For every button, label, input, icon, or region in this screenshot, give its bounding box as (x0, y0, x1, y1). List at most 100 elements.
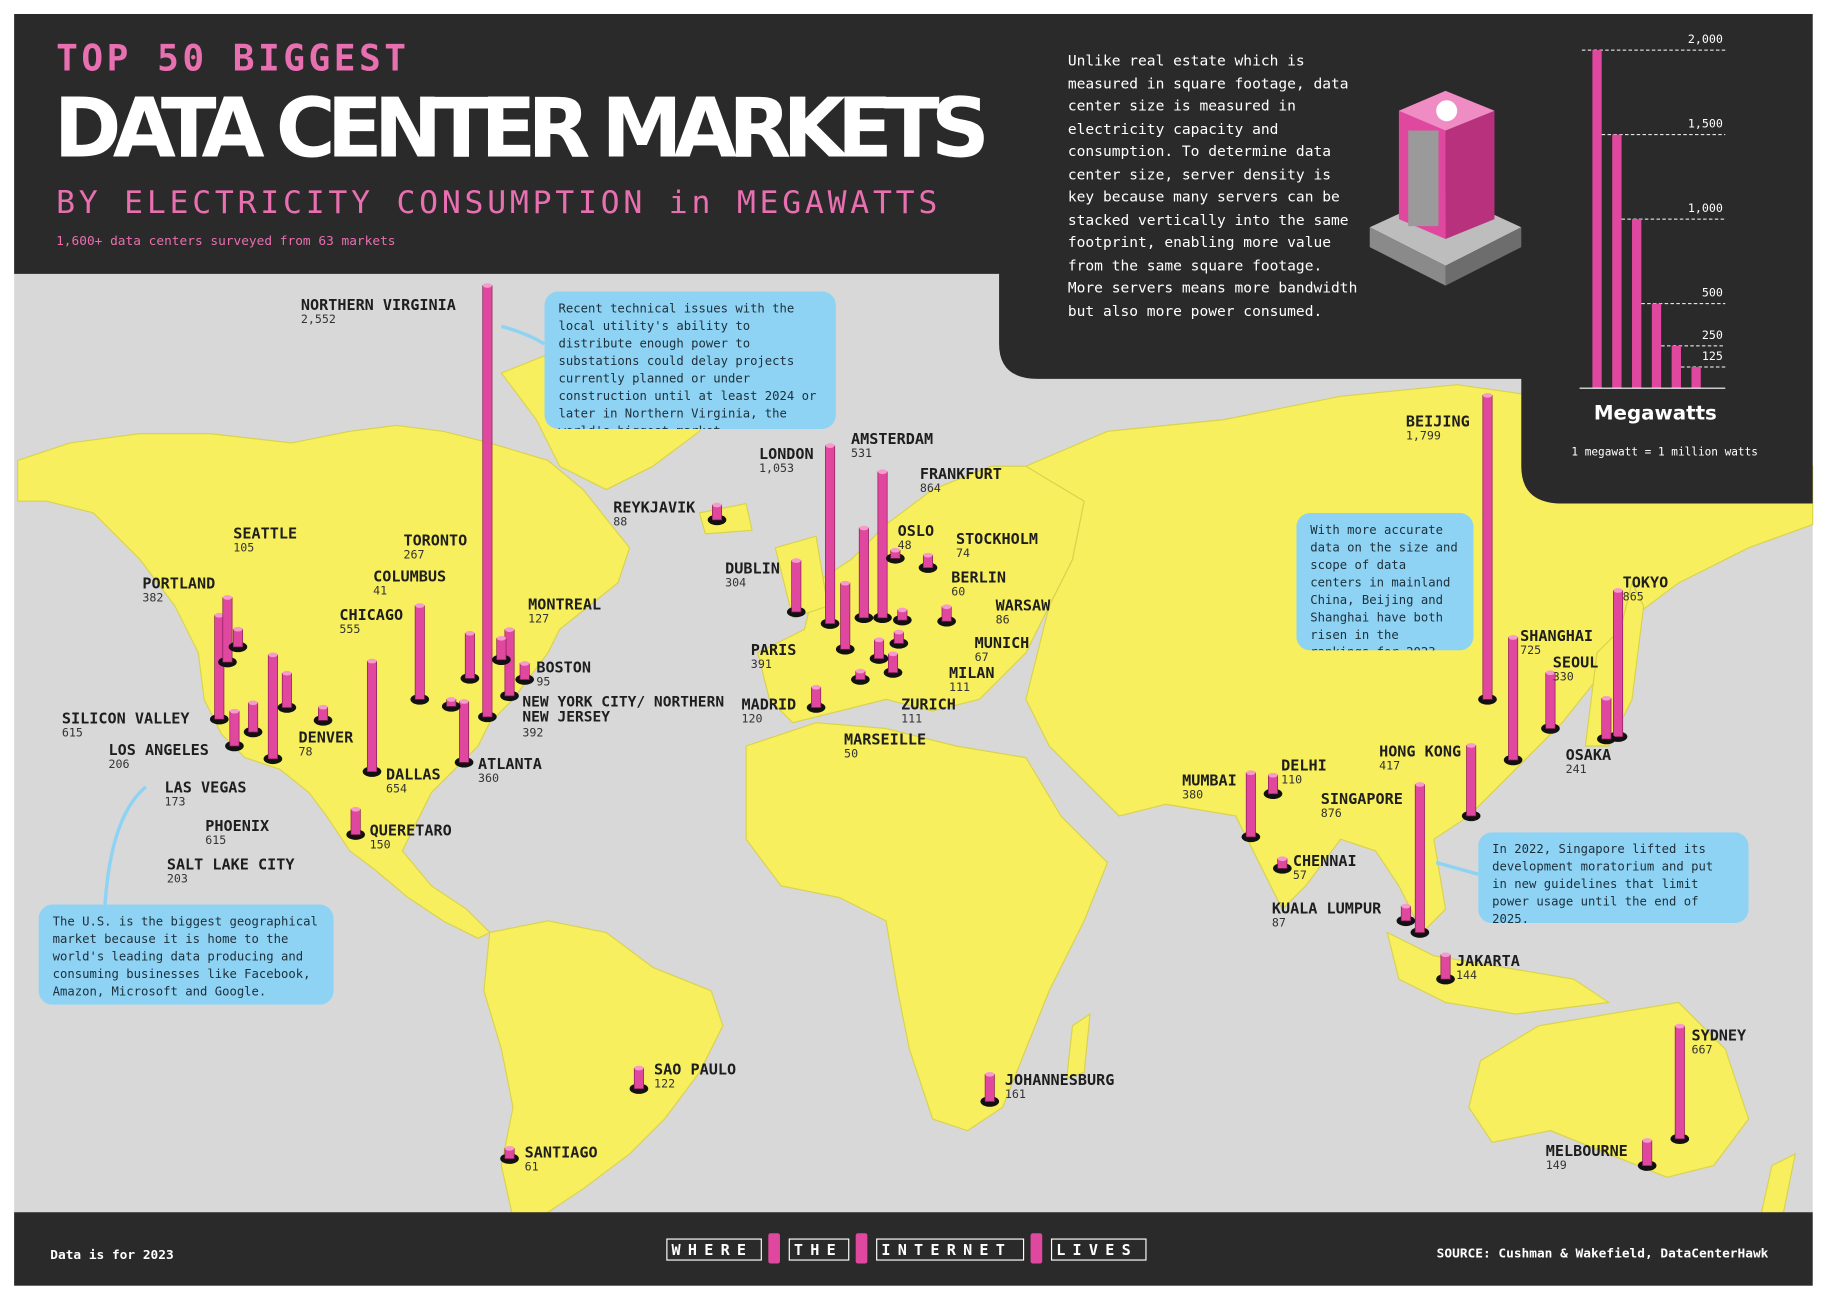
city-label: TOKYO (1623, 573, 1669, 591)
city-label: MADRID (741, 696, 796, 714)
y-tick-label: 2,000 (1688, 32, 1723, 46)
bar-top (1415, 782, 1425, 787)
annotation: With more accurate data on the size and … (1296, 512, 1474, 651)
value-label: 88 (613, 515, 627, 529)
bar-top (811, 684, 821, 690)
city-label: SAO PAULO (654, 1061, 736, 1079)
bar (840, 582, 851, 650)
bar-top (1613, 588, 1623, 593)
city-label: LOS ANGELES (109, 741, 209, 759)
y-tick-label: 1,000 (1688, 201, 1723, 215)
bar-top (825, 443, 835, 448)
bar-top (233, 626, 243, 632)
bar (414, 605, 425, 700)
bar (877, 471, 888, 619)
annotation: In 2022, Singapore lifted its developmen… (1478, 832, 1749, 924)
bar (459, 701, 470, 763)
bar-top (248, 700, 258, 706)
bar-top (520, 661, 530, 666)
value-label: 417 (1379, 758, 1400, 772)
city-label: KUALA LUMPUR (1272, 900, 1382, 918)
value-label: 864 (920, 481, 941, 495)
bar (811, 686, 822, 708)
city-label: DALLAS (386, 766, 441, 784)
city-label: SEATTLE (233, 524, 297, 542)
value-label: 122 (654, 1077, 675, 1091)
note: 1,600+ data centers surveyed from 63 mar… (56, 234, 395, 249)
bar (229, 710, 240, 747)
city-label: QUERETARO (370, 822, 452, 840)
bar-top (465, 630, 475, 636)
city-label: ATLANTA (478, 755, 542, 773)
footer-server-icon (855, 1233, 868, 1264)
value-label: 330 (1553, 670, 1574, 684)
bar (519, 663, 530, 680)
bar (791, 560, 802, 613)
bar-top (712, 502, 722, 508)
value-label: 67 (975, 650, 989, 664)
value-label: 111 (949, 680, 970, 694)
bar-top (791, 558, 801, 563)
scale-bar (1691, 367, 1701, 389)
city-label: MILAN (949, 664, 995, 682)
bar (1440, 954, 1451, 980)
bar (1482, 394, 1493, 700)
value-label: 304 (725, 575, 746, 589)
subtitle: BY ELECTRICITY CONSUMPTION in MEGAWATTS (56, 185, 940, 221)
bar-top (1440, 952, 1451, 958)
city-label: BOSTON (536, 658, 591, 676)
bar (222, 597, 233, 663)
bar-top (855, 668, 866, 674)
bar-top (941, 604, 952, 610)
scale-label: Megawatts (1594, 401, 1717, 424)
bar (1601, 697, 1612, 740)
city-label: HONG KONG (1379, 742, 1461, 760)
value-label: 144 (1456, 968, 1477, 982)
city-label: LAS VEGAS (165, 778, 247, 796)
city-label: TORONTO (403, 531, 467, 549)
bar (1642, 1140, 1653, 1166)
footer-word: INTERNET (881, 1241, 1012, 1259)
city-label: MARSEILLE (844, 731, 926, 749)
bar (1414, 784, 1425, 933)
city-label: PHOENIX (205, 817, 269, 835)
bar-top (282, 670, 292, 676)
value-label: 531 (851, 446, 872, 460)
bar-top (1246, 770, 1256, 776)
bar (633, 1067, 644, 1090)
footer-word-box (876, 1238, 1025, 1261)
value-label: 61 (525, 1159, 539, 1173)
city-label: MONTREAL (528, 595, 601, 613)
city-label: COLUMBUS (373, 567, 446, 585)
footer-word: THE (794, 1241, 843, 1259)
bar-top (222, 595, 233, 600)
bar (874, 639, 885, 659)
annotation-box: The U.S. is the biggest geographical mar… (38, 904, 334, 1005)
bar-top (890, 547, 901, 553)
city-label: OSLO (898, 522, 934, 540)
bar-top (634, 1065, 644, 1071)
scale-bar (1651, 303, 1662, 389)
bar-top (1508, 635, 1518, 640)
bar (248, 702, 259, 733)
y-tick-label: 1,500 (1688, 117, 1723, 131)
city-label: SEOUL (1553, 654, 1599, 672)
bar-top (446, 697, 456, 702)
value-label: 50 (844, 747, 858, 761)
y-tick-label: 500 (1702, 286, 1723, 300)
bar-top (1277, 856, 1287, 862)
value-label: 876 (1321, 806, 1342, 820)
city-label: REYKJAVIK (613, 499, 696, 517)
bar (825, 445, 836, 624)
annotation-box: In 2022, Singapore lifted its developmen… (1478, 832, 1749, 924)
value-label: 206 (109, 757, 130, 771)
value-label: 78 (299, 744, 313, 758)
value-label: 95 (536, 674, 550, 688)
value-label: 667 (1691, 1043, 1712, 1057)
city-label: SANTIAGO (525, 1143, 598, 1161)
bar-top (504, 627, 515, 632)
bar-top (1268, 772, 1278, 778)
title: DATA CENTER MARKETS (54, 81, 993, 176)
bar (267, 654, 278, 760)
bar (1245, 772, 1256, 838)
